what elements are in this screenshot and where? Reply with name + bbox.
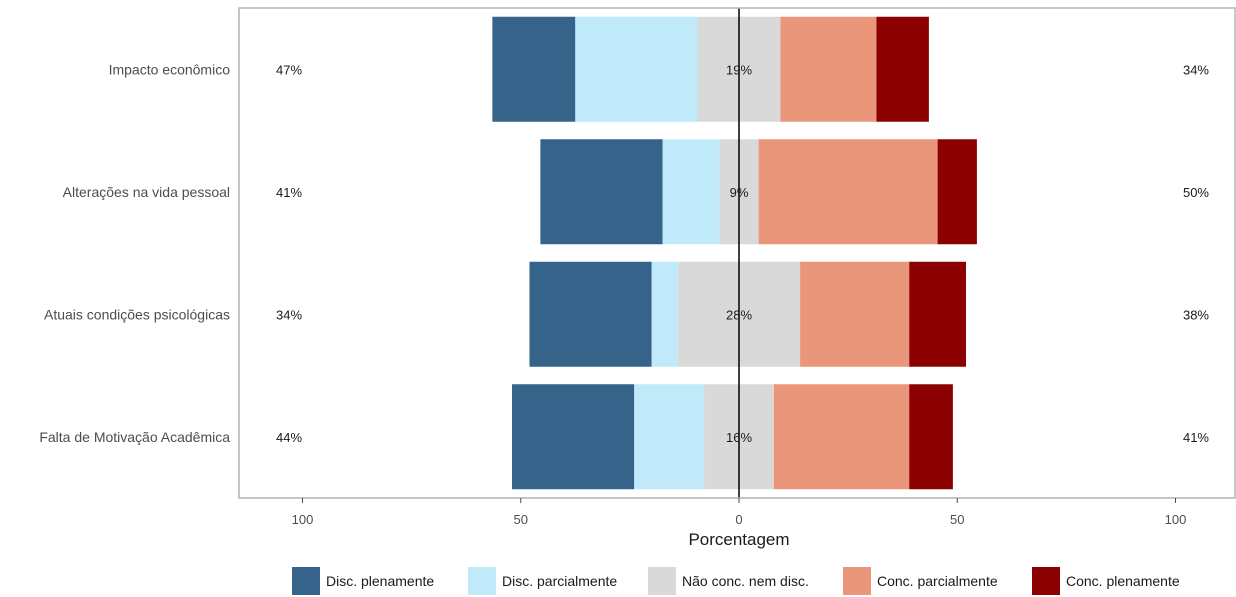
legend-swatch	[843, 567, 871, 595]
category-label: Falta de Motivação Acadêmica	[39, 429, 230, 445]
left-pct-label: 44%	[276, 430, 302, 445]
bar-2-5	[937, 139, 977, 245]
bar-2-1	[540, 139, 663, 245]
x-axis-title: Porcentagem	[688, 530, 789, 549]
bar-3-2	[651, 261, 678, 367]
left-pct-label: 41%	[276, 185, 302, 200]
bar-1-5	[876, 16, 929, 122]
x-tick-label: 50	[514, 512, 528, 527]
x-tick-label: 0	[735, 512, 742, 527]
bar-1-2	[575, 16, 698, 122]
legend-swatch	[292, 567, 320, 595]
bar-3-5	[909, 261, 966, 367]
center-pct-label: 19%	[726, 62, 752, 77]
category-label: Atuais condições psicológicas	[44, 306, 230, 322]
bar-3-4	[800, 261, 910, 367]
bar-1-4	[780, 16, 877, 122]
labels-layer: Impacto econômico 47% 19% 34% Alterações na …	[39, 61, 1209, 445]
category-label: Alterações na vida pessoal	[63, 184, 230, 200]
legend: Disc. plenamente Disc. parcialmente Não co…	[292, 567, 1180, 595]
legend-label: Conc. plenamente	[1066, 573, 1180, 589]
category-label: Impacto econômico	[109, 61, 231, 77]
bar-4-1	[512, 384, 635, 490]
panel-border	[238, 7, 1236, 499]
bar-2-2	[662, 139, 720, 245]
legend-swatch	[648, 567, 676, 595]
bar-4-5	[909, 384, 953, 490]
legend-label: Conc. parcialmente	[877, 573, 998, 589]
legend-label: Disc. plenamente	[326, 573, 434, 589]
bars-layer	[492, 16, 977, 490]
legend-label: Não conc. nem disc.	[682, 573, 809, 589]
legend-swatch	[1032, 567, 1060, 595]
bar-2-4	[758, 139, 938, 245]
x-tick-label: 100	[1165, 512, 1187, 527]
center-pct-label: 9%	[730, 185, 749, 200]
right-pct-label: 34%	[1183, 62, 1209, 77]
right-pct-label: 38%	[1183, 307, 1209, 322]
legend-swatch	[468, 567, 496, 595]
right-pct-label: 50%	[1183, 185, 1209, 200]
x-axis: 100 50 0 50 100	[292, 498, 1187, 527]
left-pct-label: 47%	[276, 62, 302, 77]
bar-4-2	[634, 384, 705, 490]
bar-1-1	[492, 16, 576, 122]
legend-label: Disc. parcialmente	[502, 573, 617, 589]
center-pct-label: 16%	[726, 430, 752, 445]
center-pct-label: 28%	[726, 307, 752, 322]
bar-4-4	[773, 384, 910, 490]
x-tick-label: 50	[950, 512, 964, 527]
x-tick-label: 100	[292, 512, 314, 527]
right-pct-label: 41%	[1183, 430, 1209, 445]
left-pct-label: 34%	[276, 307, 302, 322]
bar-3-1	[529, 261, 652, 367]
